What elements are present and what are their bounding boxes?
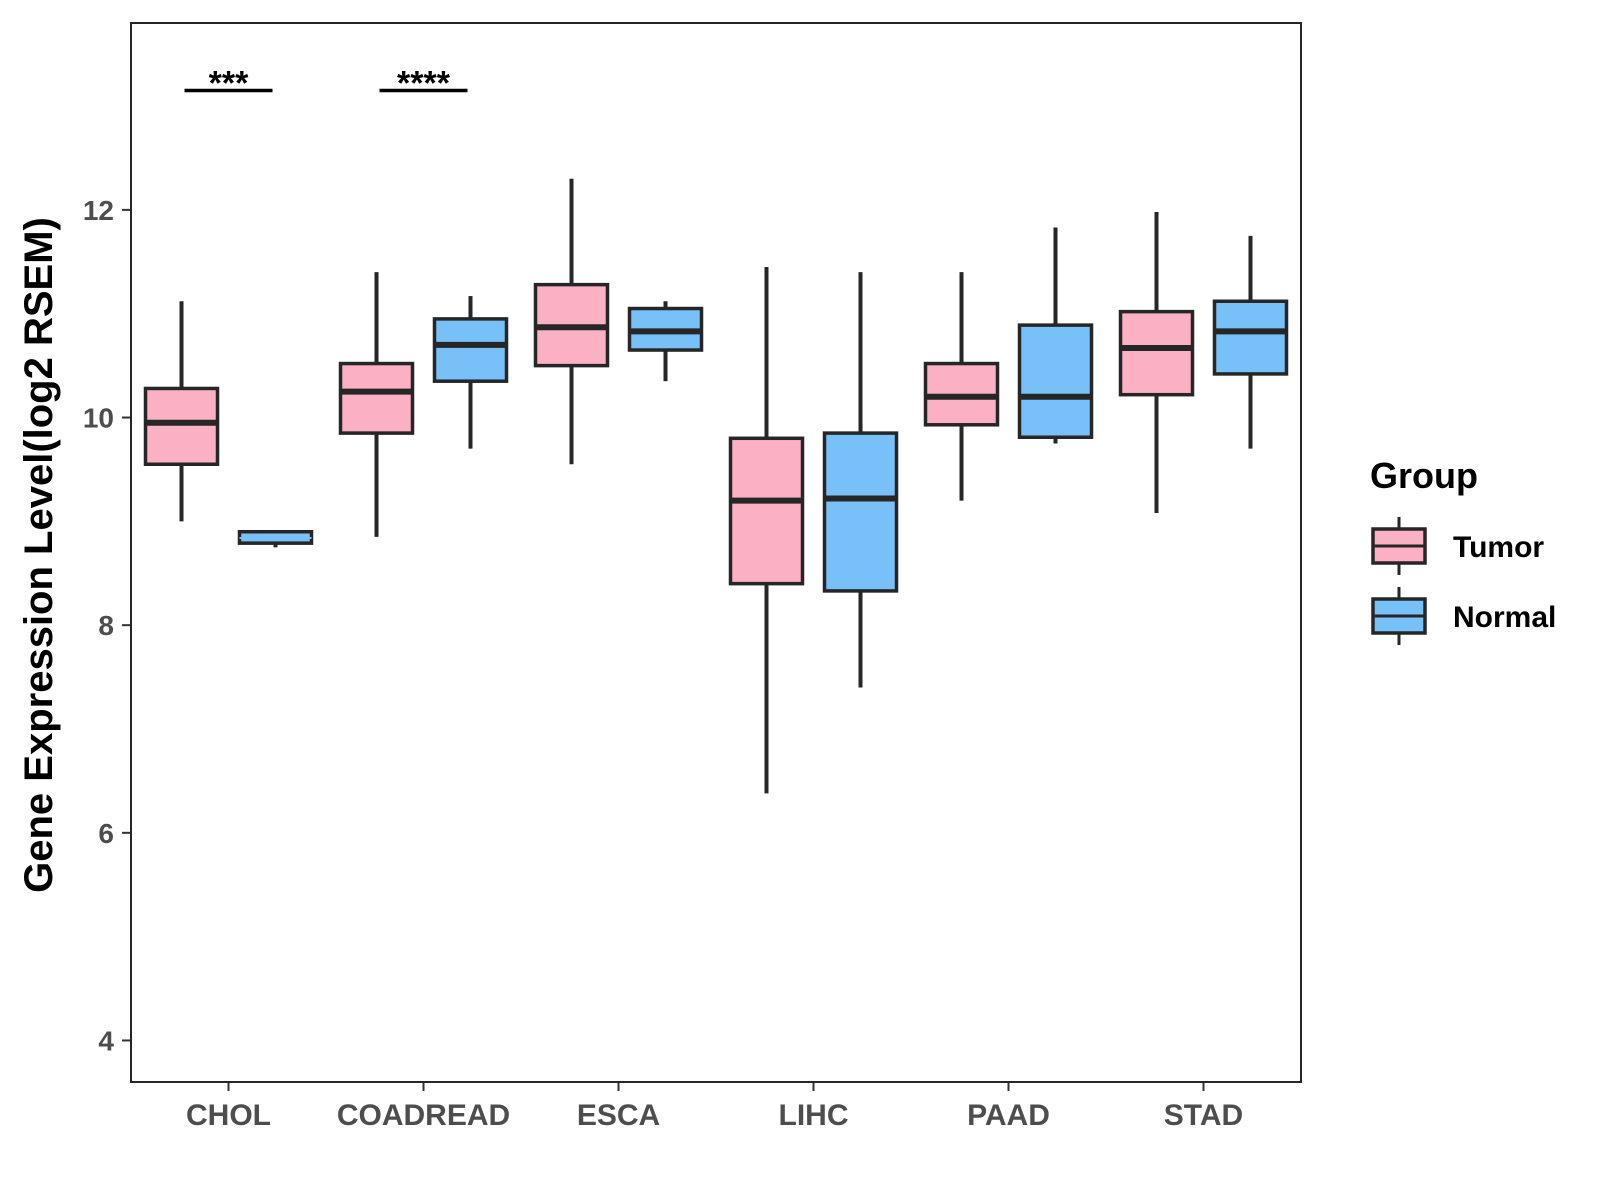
y-axis-title: Gene Expression Level(log2 RSEM) bbox=[17, 217, 61, 893]
legend: Group Tumor Normal bbox=[1370, 455, 1556, 645]
box-tumor-stad bbox=[1118, 211, 1195, 514]
x-tick-label: LIHC bbox=[779, 1099, 849, 1132]
x-tick-label: ESCA bbox=[577, 1099, 660, 1132]
y-tick-label: 6 bbox=[98, 818, 114, 849]
box-normal-coadread bbox=[432, 296, 509, 449]
significance-annotations: *** **** bbox=[184, 64, 468, 102]
box-tumor-esca bbox=[533, 178, 610, 465]
box-body bbox=[143, 386, 220, 467]
box-tumor-coadread bbox=[338, 272, 415, 537]
legend-label-normal: Normal bbox=[1453, 601, 1556, 634]
x-tick-label: PAAD bbox=[967, 1099, 1050, 1132]
axes-layer: 4 6 8 10 12 CHOL COADREAD ESCA LIHC PAAD STAD bbox=[83, 195, 1243, 1132]
box-tumor-lihc bbox=[728, 266, 805, 794]
box-body bbox=[1212, 299, 1289, 376]
significance-coadread: **** bbox=[379, 64, 468, 102]
box-body bbox=[432, 317, 509, 383]
box-normal-paad bbox=[1017, 227, 1094, 444]
significance-chol: *** bbox=[184, 64, 273, 102]
boxes-layer bbox=[143, 178, 1289, 794]
box-normal-stad bbox=[1212, 235, 1289, 449]
box-body bbox=[728, 436, 805, 586]
y-tick-label: 12 bbox=[83, 195, 114, 226]
box-body bbox=[338, 361, 415, 435]
y-tick-label: 4 bbox=[98, 1025, 114, 1056]
significance-label: **** bbox=[397, 64, 451, 102]
box-body bbox=[1118, 309, 1195, 397]
legend-entry-normal: Normal bbox=[1371, 587, 1556, 645]
box-body bbox=[1017, 323, 1094, 440]
y-tick-label: 10 bbox=[83, 403, 114, 434]
y-tick-label: 8 bbox=[98, 610, 114, 641]
box-normal-chol bbox=[237, 529, 314, 548]
box-normal-esca bbox=[627, 301, 704, 382]
box-tumor-chol bbox=[143, 301, 220, 522]
x-tick-label: STAD bbox=[1164, 1099, 1243, 1132]
box-normal-lihc bbox=[822, 272, 899, 688]
legend-entry-tumor: Tumor bbox=[1371, 517, 1544, 575]
legend-label-tumor: Tumor bbox=[1453, 531, 1544, 564]
significance-label: *** bbox=[209, 64, 249, 102]
box-tumor-paad bbox=[923, 272, 1000, 501]
plot-panel-border bbox=[130, 22, 1302, 1083]
x-tick-label: CHOL bbox=[186, 1099, 271, 1132]
box-body bbox=[822, 431, 899, 593]
legend-title: Group bbox=[1370, 455, 1478, 496]
x-tick-label: COADREAD bbox=[337, 1099, 510, 1132]
legend-keys: Tumor Normal bbox=[1371, 517, 1556, 645]
